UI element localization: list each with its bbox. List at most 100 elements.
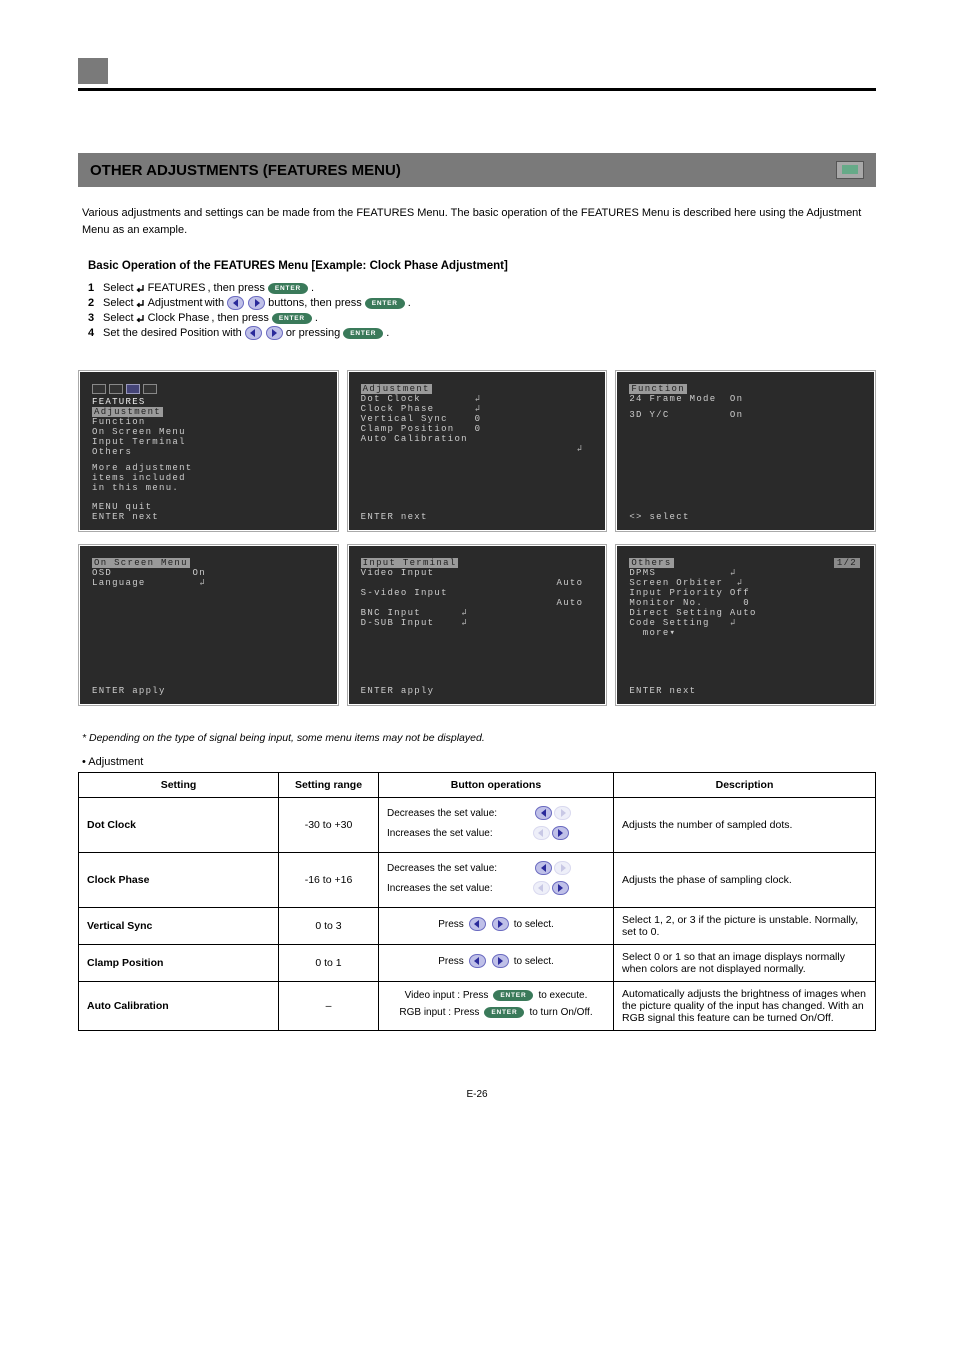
osd-item: Code Setting ↲ [629, 618, 862, 628]
osd-val: Auto [361, 598, 594, 608]
step-text: or pressing [286, 327, 340, 339]
osd-footer: ENTER next [361, 512, 594, 522]
arrow-right-icon [492, 954, 509, 968]
enter-arrow-icon [136, 299, 146, 309]
arrow-right-icon [552, 826, 569, 840]
osd-function: Function 24 Frame Mode On 3D Y/C On <> s… [617, 372, 874, 530]
osd-item: Input Priority Off [629, 588, 862, 598]
enter-button-icon: ENTER [272, 313, 312, 324]
adjustment-table: Setting Setting range Button operations … [78, 772, 876, 1031]
step-num: 4 [88, 327, 99, 339]
osd-item: Language ↲ [92, 578, 325, 588]
osd-title: On Screen Menu [92, 558, 190, 568]
op-text: Decreases the set value: [387, 863, 497, 874]
cell-setting: Clamp Position [79, 945, 279, 982]
arrow-left-icon [469, 917, 486, 931]
osd-item: 3D Y/C On [629, 410, 862, 420]
arrow-left-icon [227, 296, 244, 310]
step-num: 2 [88, 297, 99, 309]
osd-item: DPMS ↲ [629, 568, 862, 578]
step-text: , then press [207, 282, 264, 294]
step-tail: . [408, 297, 411, 309]
step-text: Select [103, 297, 134, 309]
arrow-left-icon [533, 826, 550, 840]
op-text: Decreases the set value: [387, 808, 497, 819]
osd-item: BNC Input ↲ [361, 608, 594, 618]
op-text: Press [438, 919, 464, 930]
th-ops: Button operations [379, 773, 614, 798]
osd-tab-icon [143, 384, 157, 394]
arrow-right-icon [492, 917, 509, 931]
osd-features: FEATURES Adjustment Function On Screen M… [80, 372, 337, 530]
osd-item: Monitor No. 0 [629, 598, 862, 608]
step-num: 3 [88, 312, 99, 324]
cell-desc: Adjusts the number of sampled dots. [614, 798, 876, 853]
step-quoted: FEATURES [148, 282, 206, 294]
step-tail: . [386, 327, 389, 339]
op-text: to turn On/Off. [529, 1007, 592, 1018]
osd-item: Clamp Position 0 [361, 424, 594, 434]
osd-onscreen: On Screen Menu OSD On Language ↲ ENTER a… [80, 546, 337, 704]
cell-range: 0 to 1 [279, 945, 379, 982]
op-text: Increases the set value: [387, 828, 493, 839]
table-row: Auto Calibration–Video input : Press ENT… [79, 982, 876, 1031]
osd-item: Vertical Sync 0 [361, 414, 594, 424]
osd-title: FEATURES [92, 397, 325, 407]
cell-ops: Decreases the set value: Increases the se… [379, 853, 614, 908]
step-text: Select [103, 312, 134, 324]
arrow-left-icon [535, 861, 552, 875]
op-text: Press [438, 956, 464, 967]
osd-item: Direct Setting Auto [629, 608, 862, 618]
table-row: Vertical Sync0 to 3Press to select.Selec… [79, 908, 876, 945]
step-text: , then press [211, 312, 268, 324]
osd-item: OSD On [92, 568, 325, 578]
osd-title: Others [629, 558, 673, 568]
osd-footer: <> select [629, 512, 862, 522]
enter-button-icon: ENTER [365, 298, 405, 309]
steps-block: 1 Select FEATURES , then press ENTER . 2… [78, 282, 876, 340]
osd-item: S-video Input [361, 588, 594, 598]
osd-tab-icon [92, 384, 106, 394]
cell-ops: Press to select. [379, 908, 614, 945]
osd-item: On Screen Menu [92, 427, 325, 437]
osd-item: Auto Calibration [361, 434, 594, 444]
adj-heading: • Adjustment [82, 756, 876, 768]
osd-item: 24 Frame Mode On [629, 394, 862, 404]
table-row: Clamp Position0 to 1Press to select.Sele… [79, 945, 876, 982]
cell-ops: Decreases the set value: Increases the se… [379, 798, 614, 853]
cell-setting: Auto Calibration [79, 982, 279, 1031]
th-desc: Description [614, 773, 876, 798]
basic-op-title: Basic Operation of the FEATURES Menu [Ex… [88, 260, 876, 272]
osd-note: More adjustment items included in this m… [92, 463, 325, 493]
op-text: RGB input : Press [399, 1007, 479, 1018]
step-tail: . [311, 282, 314, 294]
enter-button-icon: ENTER [268, 283, 308, 294]
table-row: Clock Phase-16 to +16Decreases the set v… [79, 853, 876, 908]
table-row: Dot Clock-30 to +30Decreases the set val… [79, 798, 876, 853]
page-tab [78, 58, 108, 84]
osd-footer: MENU quit ENTER next [92, 502, 325, 522]
step-tail: . [315, 312, 318, 324]
remote-icon [836, 161, 864, 179]
op-text: Video input : Press [405, 990, 489, 1001]
section-title: OTHER ADJUSTMENTS (FEATURES MENU) [90, 162, 401, 179]
osd-page-ind: 1/2 [834, 558, 860, 568]
step-2: 2 Select Adjustment with buttons, then p… [82, 296, 872, 310]
osd-tab-icon [126, 384, 140, 394]
osd-row-1: FEATURES Adjustment Function On Screen M… [78, 370, 876, 532]
section-title-bar: OTHER ADJUSTMENTS (FEATURES MENU) [78, 153, 876, 187]
step-1: 1 Select FEATURES , then press ENTER . [82, 282, 872, 294]
osd-item: Dot Clock ↲ [361, 394, 594, 404]
osd-adjustment: Adjustment Dot Clock ↲ Clock Phase ↲ Ver… [349, 372, 606, 530]
enter-arrow-icon [136, 284, 146, 294]
osd-item: Screen Orbiter ↲ [629, 578, 862, 588]
osd-item: Function [92, 417, 325, 427]
enter-button-icon: ENTER [343, 328, 383, 339]
cell-desc: Select 0 or 1 so that an image displays … [614, 945, 876, 982]
enter-button-icon: ENTER [484, 1007, 524, 1018]
step-text: Set the desired Position with [103, 327, 242, 339]
header-rule [78, 88, 876, 91]
cell-desc: Automatically adjusts the brightness of … [614, 982, 876, 1031]
page-number: E-26 [78, 1089, 876, 1100]
op-text: Increases the set value: [387, 883, 493, 894]
